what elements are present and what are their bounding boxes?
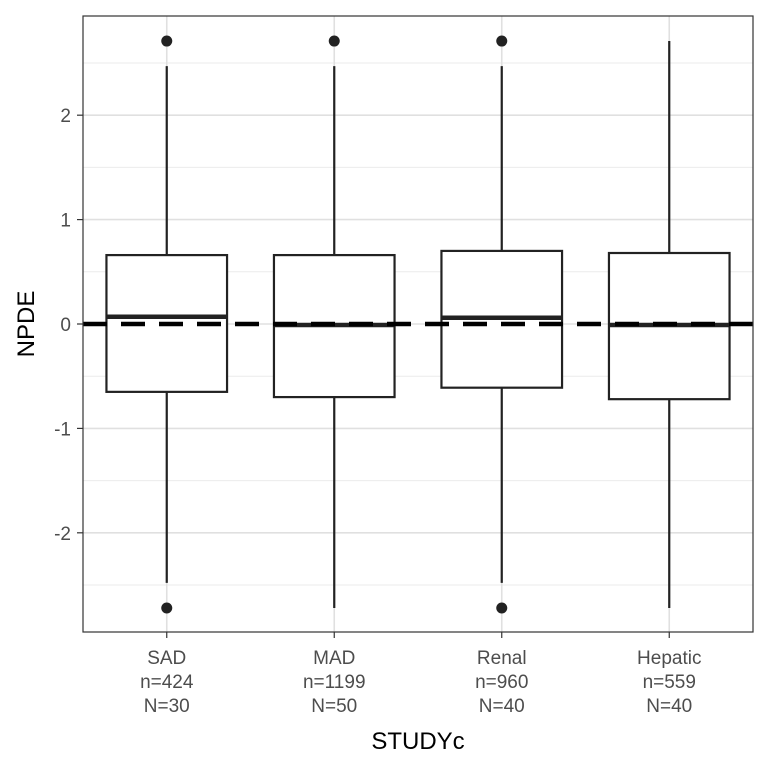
x-tick-label-N: N=50 — [311, 696, 357, 717]
x-tick-label-n: n=960 — [475, 672, 528, 693]
outlier-point — [496, 35, 508, 47]
y-tick-label: -2 — [54, 524, 71, 545]
box-renal — [440, 35, 564, 614]
x-axis-title: STUDYc — [371, 728, 464, 755]
outlier-point — [161, 35, 173, 47]
y-tick-label: 2 — [60, 106, 71, 127]
box-layer — [105, 35, 731, 614]
outlier-point — [496, 602, 508, 614]
outlier-point — [328, 35, 340, 47]
x-tick-label-N: N=40 — [646, 696, 692, 717]
y-tick-label: -1 — [54, 419, 71, 440]
x-tick-label-name: Hepatic — [637, 648, 701, 669]
x-tick-label-n: n=424 — [140, 672, 194, 693]
outlier-point — [161, 602, 173, 614]
x-tick-label-N: N=30 — [144, 696, 190, 717]
y-tick-label: 0 — [60, 315, 71, 336]
x-tick-label-name: SAD — [147, 648, 186, 669]
x-tick-label-n: n=1199 — [303, 672, 366, 693]
x-tick-label-n: n=559 — [643, 672, 696, 693]
x-tick-label-N: N=40 — [479, 696, 525, 717]
y-tick-label: 1 — [60, 211, 71, 232]
y-axis: -2 -1 0 1 2 — [54, 106, 83, 545]
x-axis: SAD n=424 N=30 MAD n=1199 N=50 Renal n=960 N=40 H… — [140, 632, 701, 717]
x-tick-label-name: MAD — [313, 648, 355, 669]
y-axis-title: NPDE — [13, 291, 40, 358]
x-tick-label-name: Renal — [477, 648, 527, 669]
